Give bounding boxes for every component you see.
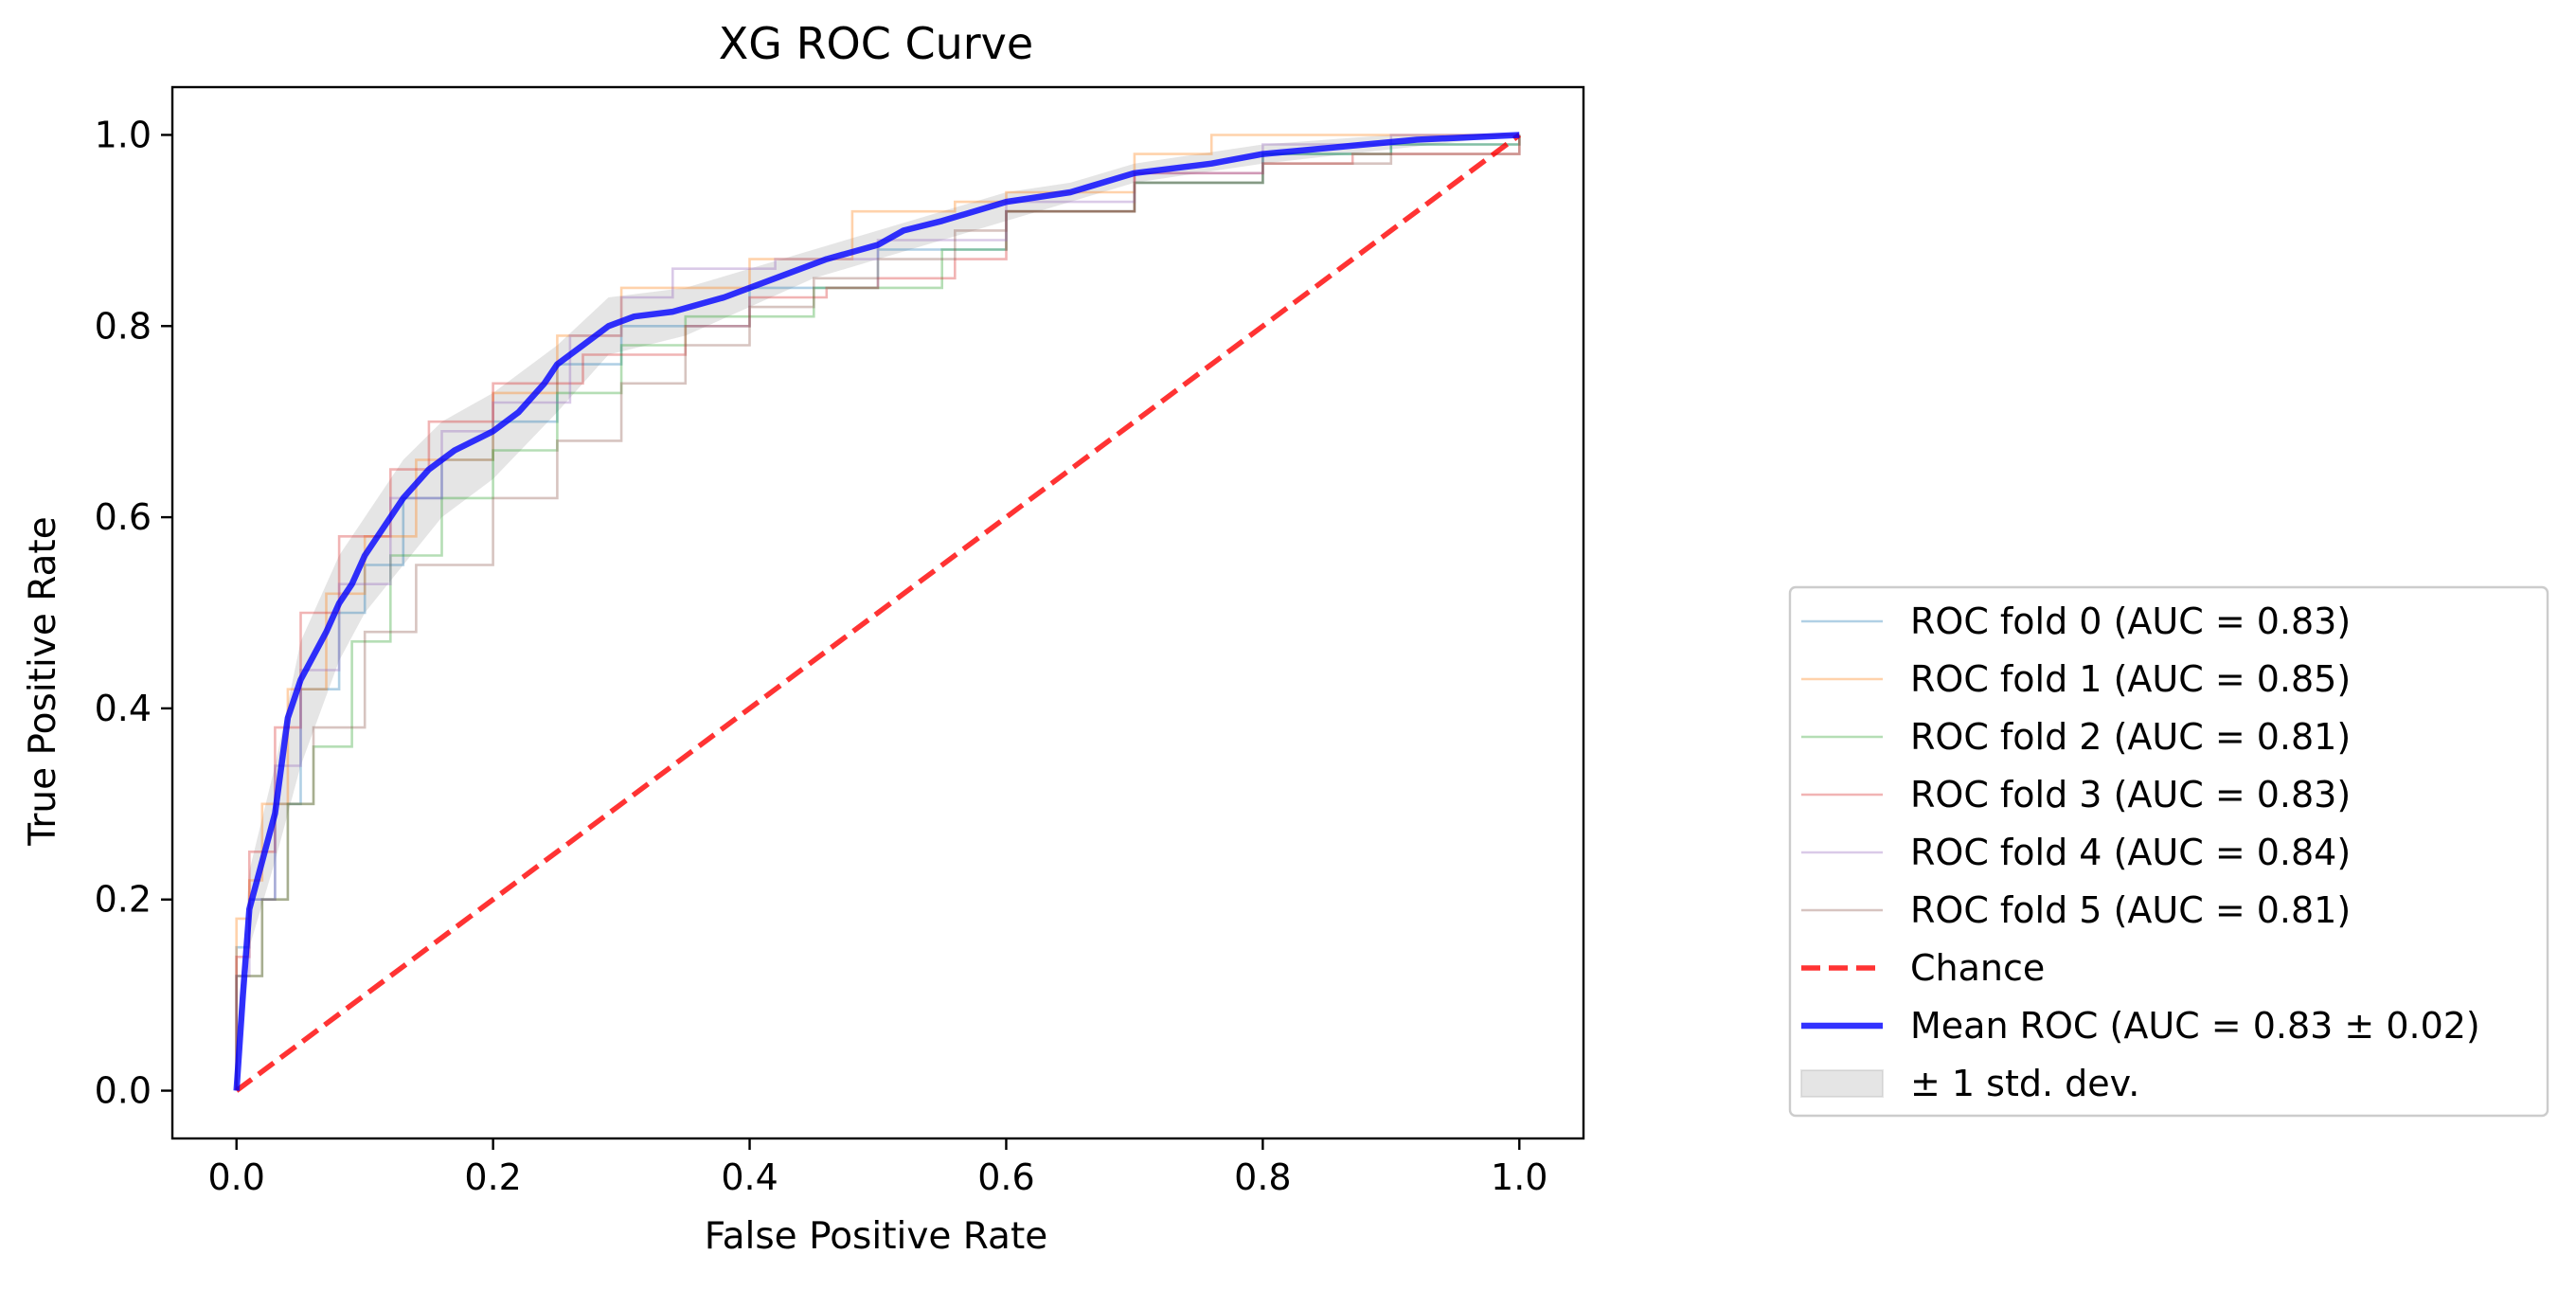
mean-roc-line — [233, 132, 1520, 1091]
y-tick-label: 1.0 — [95, 114, 152, 155]
legend-fold-2-label: ROC fold 2 (AUC = 0.81) — [1910, 716, 2351, 758]
plot-frame — [170, 85, 1585, 1140]
legend-std-dev-label: ± 1 std. dev. — [1910, 1063, 2139, 1104]
roc-fold-5-line — [235, 134, 1521, 1091]
roc-fold-4-line — [235, 134, 1520, 1091]
legend-std-dev-swatch — [1800, 1069, 1884, 1098]
x-axis-label: False Positive Rate — [705, 1215, 1047, 1258]
roc-fold-0-line — [235, 134, 1521, 1091]
y-tick-label: 0.0 — [95, 1070, 152, 1112]
chart-title: XG ROC Curve — [719, 18, 1033, 69]
legend-fold-1-label: ROC fold 1 (AUC = 0.85) — [1910, 658, 2351, 700]
legend-mean-roc-label: Mean ROC (AUC = 0.83 ± 0.02) — [1910, 1005, 2480, 1047]
legend-fold-0-label: ROC fold 0 (AUC = 0.83) — [1910, 600, 2351, 642]
x-tick-label: 0.4 — [721, 1156, 778, 1198]
legend-fold-4-label: ROC fold 4 (AUC = 0.84) — [1910, 832, 2351, 873]
legend-chance-label: Chance — [1910, 947, 2045, 989]
x-tick-label: 0.2 — [464, 1156, 521, 1198]
y-axis-label: True Positive Rate — [22, 516, 64, 846]
y-tick-label: 0.8 — [95, 305, 152, 347]
legend-fold-5-label: ROC fold 5 (AUC = 0.81) — [1910, 889, 2351, 931]
x-tick-label: 1.0 — [1491, 1156, 1547, 1198]
chance-line — [235, 133, 1521, 1093]
x-tick-label: 0.0 — [208, 1156, 265, 1198]
x-tick-label: 0.8 — [1234, 1156, 1291, 1198]
y-tick-label: 0.2 — [95, 879, 152, 921]
roc-fold-3-line — [235, 134, 1521, 1091]
std-dev-band — [236, 134, 1520, 1091]
legend-box — [1788, 585, 2549, 1118]
legend: ROC fold 0 (AUC = 0.83) ROC fold 1 (AUC =… — [1788, 585, 2549, 1118]
roc-fold-1-line — [235, 134, 1520, 1091]
legend-fold-3-label: ROC fold 3 (AUC = 0.83) — [1910, 774, 2351, 815]
y-tick-label: 0.6 — [95, 496, 152, 538]
plot-area: 0.0 0.0 0.2 0.2 0.4 0.4 0.6 0.6 0.8 0.8 1.0 1.0 — [95, 85, 1585, 1198]
x-tick-label: 0.6 — [977, 1156, 1034, 1198]
y-tick-label: 0.4 — [95, 688, 152, 729]
roc-fold-2-line — [235, 134, 1521, 1091]
